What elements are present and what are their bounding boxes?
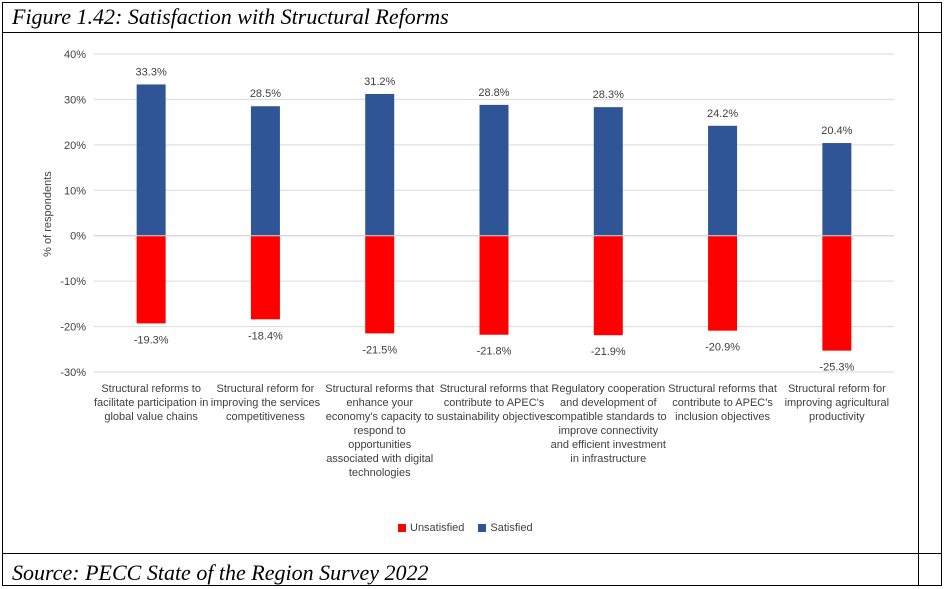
legend: Unsatisfied Satisfied [398, 522, 533, 534]
data-label-satisfied-6: 20.4% [821, 125, 852, 137]
y-tick-label: 10% [64, 185, 86, 197]
x-category-label-4: Regulatory cooperation and development o… [549, 383, 667, 465]
bar-satisfied-3 [479, 104, 509, 236]
bar-satisfied-2 [365, 93, 395, 236]
bar-satisfied-5 [708, 125, 738, 236]
data-label-satisfied-4: 28.3% [593, 89, 624, 101]
y-tick-label: 0% [70, 231, 86, 243]
data-label-satisfied-3: 28.8% [478, 87, 509, 99]
data-label-unsatisfied-5: -20.9% [705, 342, 740, 354]
data-label-unsatisfied-3: -21.8% [477, 346, 512, 358]
bar-satisfied-0 [136, 84, 166, 236]
x-category-label-6: Structural reform for improving agricult… [784, 383, 890, 423]
legend-label-unsatisfied: Unsatisfied [410, 522, 465, 534]
bar-satisfied-4 [593, 107, 623, 236]
figure-title: Figure 1.42: Satisfaction with Structura… [12, 4, 449, 29]
x-category-label-3: Structural reforms that contribute to AP… [436, 383, 552, 423]
legend-swatch-unsatisfied [398, 524, 406, 532]
y-tick-label: -10% [60, 276, 86, 288]
bar-satisfied-6 [822, 143, 852, 236]
y-tick-label: -30% [60, 367, 86, 379]
x-category-label-0: Structural reforms to facilitate partici… [93, 383, 209, 423]
bar-unsatisfied-5 [708, 235, 738, 331]
data-label-satisfied-0: 33.3% [136, 66, 167, 78]
y-axis-label: % of respondents [42, 171, 54, 257]
bar-satisfied-1 [250, 106, 280, 236]
y-tick-label: 40% [64, 49, 86, 61]
y-tick-label: 30% [64, 94, 86, 106]
data-label-unsatisfied-1: -18.4% [248, 330, 283, 342]
bar-unsatisfied-4 [593, 235, 623, 336]
data-label-unsatisfied-0: -19.3% [134, 334, 169, 346]
title-divider [2, 32, 942, 33]
y-tick-label: 20% [64, 140, 86, 152]
bar-unsatisfied-3 [479, 235, 509, 335]
legend-swatch-satisfied [478, 524, 487, 532]
bar-unsatisfied-2 [365, 235, 395, 334]
bar-unsatisfied-0 [136, 235, 166, 324]
legend-item-satisfied: Satisfied [478, 522, 533, 534]
data-label-satisfied-1: 28.5% [250, 88, 281, 100]
data-label-unsatisfied-2: -21.5% [362, 344, 397, 356]
data-label-unsatisfied-6: -25.3% [819, 362, 854, 374]
source-divider [2, 553, 942, 554]
bar-unsatisfied-1 [250, 235, 280, 320]
legend-item-unsatisfied: Unsatisfied [398, 522, 464, 534]
x-category-label-5: Structural reforms that contribute to AP… [668, 383, 777, 423]
data-label-unsatisfied-4: -21.9% [591, 346, 626, 358]
data-label-satisfied-5: 24.2% [707, 108, 738, 120]
legend-label-satisfied: Satisfied [490, 522, 533, 534]
frame-right-divider [918, 2, 919, 586]
y-tick-label: -20% [60, 322, 86, 334]
bar-unsatisfied-6 [822, 235, 852, 351]
x-category-label-1: Structural reform for improving the serv… [210, 383, 321, 423]
x-category-label-2: Structural reforms that enhance your eco… [325, 383, 435, 479]
source-note: Source: PECC State of the Region Survey … [12, 560, 429, 585]
data-label-satisfied-2: 31.2% [364, 76, 395, 88]
